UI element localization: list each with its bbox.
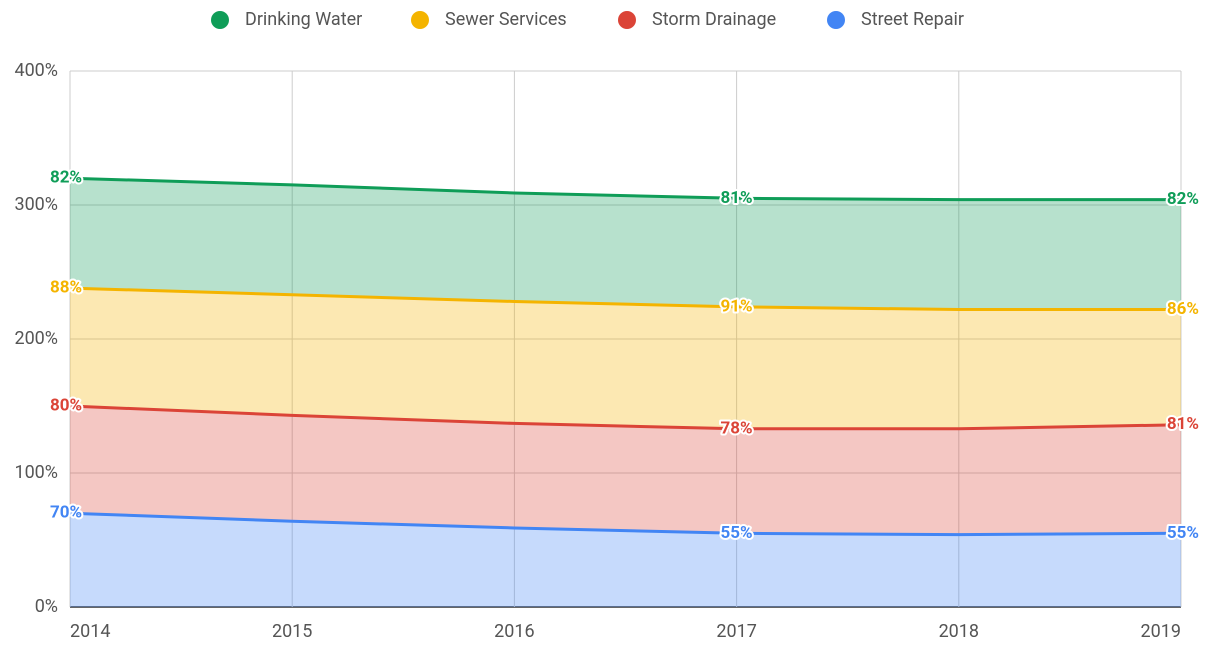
x-tick-label: 2014 xyxy=(70,621,110,642)
grid xyxy=(69,70,1182,608)
y-tick-label: 100% xyxy=(14,462,58,483)
area xyxy=(70,288,1181,429)
legend-marker xyxy=(211,11,229,29)
value-label: 86% xyxy=(1167,299,1199,319)
legend-marker xyxy=(411,11,429,29)
area xyxy=(70,513,1181,607)
value-label: 78% xyxy=(721,418,753,438)
legend-marker xyxy=(618,11,636,29)
y-tick-label: 400% xyxy=(14,60,58,81)
value-label: 82% xyxy=(1167,189,1199,209)
y-tick-label: 300% xyxy=(14,194,58,215)
x-tick-label: 2019 xyxy=(1141,621,1181,642)
legend-marker xyxy=(827,11,845,29)
lines xyxy=(69,176,1182,537)
legend-label: Street Repair xyxy=(861,9,964,30)
area xyxy=(70,406,1181,535)
x-tick-label: 2017 xyxy=(716,621,756,642)
value-label: 70% xyxy=(50,503,82,523)
y-tick-label: 200% xyxy=(14,328,58,349)
x-tick-label: 2018 xyxy=(939,621,979,642)
x-tick-label: 2016 xyxy=(494,621,534,642)
value-label: 55% xyxy=(721,523,753,543)
value-label: 88% xyxy=(50,278,82,298)
y-tick-label: 0% xyxy=(35,596,58,617)
value-label: 81% xyxy=(721,188,753,208)
line xyxy=(69,286,1181,312)
value-label: 55% xyxy=(1167,523,1199,543)
line xyxy=(69,404,1182,431)
legend-label: Drinking Water xyxy=(245,9,362,30)
area xyxy=(70,178,1181,310)
value-label: 81% xyxy=(1167,414,1199,434)
areas xyxy=(70,178,1181,607)
line xyxy=(69,176,1181,202)
line xyxy=(69,511,1182,537)
legend-label: Sewer Services xyxy=(445,9,567,30)
labels: 70% 55% 55% 80% 78% 81% 88% 91% 86% 82% 81% 82% xyxy=(48,166,1201,545)
value-label: 91% xyxy=(721,296,753,316)
value-label: 80% xyxy=(50,395,82,415)
x-tick-label: 2015 xyxy=(272,621,312,642)
value-label: 82% xyxy=(50,168,82,188)
legend-label: Storm Drainage xyxy=(652,9,776,30)
